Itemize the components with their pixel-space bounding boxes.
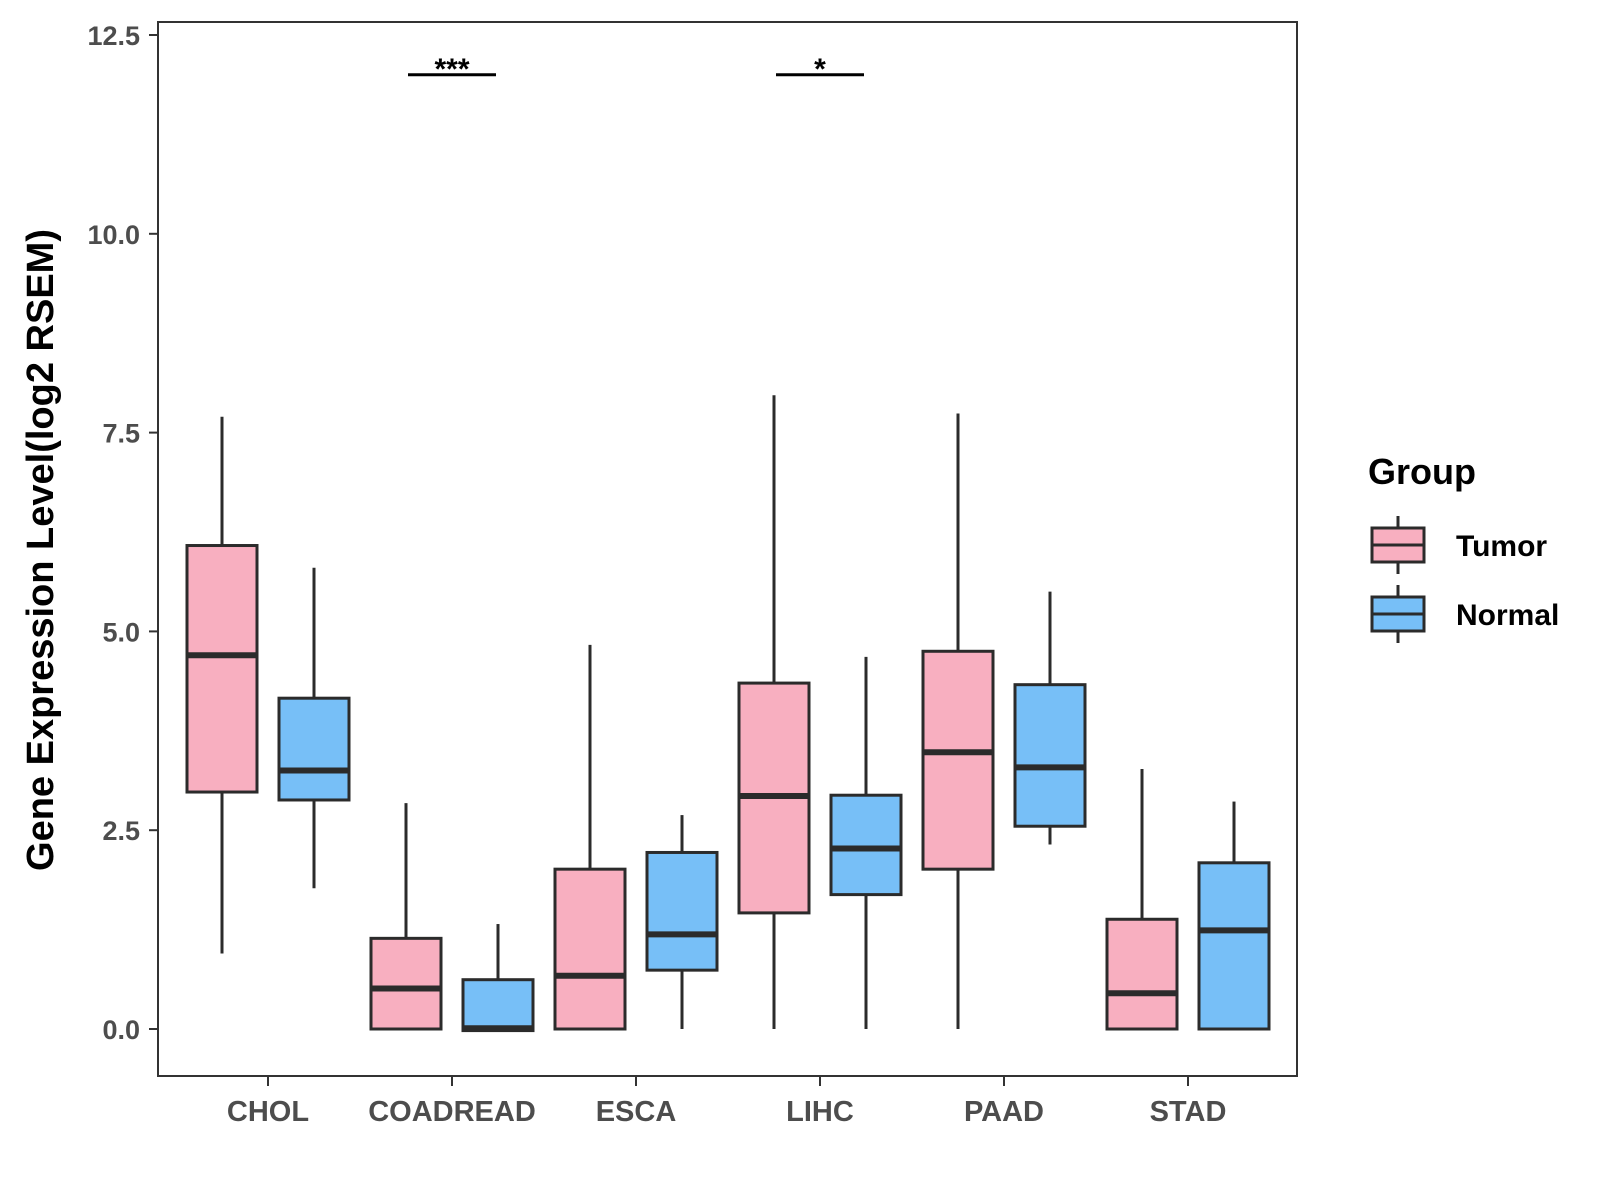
y-axis: 0.0 2.5 5.0 7.5 10.0 12.5	[87, 21, 158, 1045]
legend-title: Group	[1368, 451, 1476, 492]
box-body	[1105, 917, 1179, 1031]
box-body	[645, 850, 719, 972]
box-tumor-coadread	[369, 803, 443, 1031]
x-tick-label: STAD	[1150, 1096, 1227, 1128]
box-body	[921, 649, 995, 871]
x-tick-label: CHOL	[227, 1096, 309, 1128]
x-tick-label: ESCA	[596, 1096, 677, 1128]
legend-label-normal: Normal	[1456, 599, 1559, 632]
box-tumor-chol	[185, 416, 259, 954]
legend-key-normal	[1370, 585, 1426, 643]
box-body	[1013, 683, 1087, 828]
box-normal-coadread	[461, 924, 535, 1033]
x-tick-label: LIHC	[786, 1096, 854, 1128]
y-tick-label: 5.0	[102, 617, 140, 647]
x-axis: CHOL COADREAD ESCA LIHC PAAD STAD	[227, 1076, 1226, 1128]
legend-label-tumor: Tumor	[1456, 530, 1547, 563]
y-tick-label: 10.0	[87, 220, 140, 250]
box-body	[185, 544, 259, 794]
box-body	[553, 867, 627, 1031]
box-normal-stad	[1197, 801, 1271, 1031]
box-tumor-stad	[1105, 768, 1179, 1031]
box-normal-chol	[277, 567, 351, 889]
x-tick-label: PAAD	[964, 1096, 1044, 1128]
significance-label: ***	[434, 53, 469, 86]
box-body	[369, 936, 443, 1031]
box-body	[829, 793, 903, 897]
y-tick-label: 0.0	[102, 1015, 140, 1045]
y-tick-label: 7.5	[102, 419, 140, 449]
box-normal-paad	[1013, 591, 1087, 845]
box-body	[461, 978, 535, 1033]
box-body	[1197, 861, 1271, 1031]
x-tick-label: COADREAD	[368, 1096, 536, 1128]
y-tick-label: 12.5	[87, 21, 140, 51]
box-tumor-lihc	[737, 395, 811, 1029]
box-normal-lihc	[829, 656, 903, 1029]
y-tick-label: 2.5	[102, 816, 140, 846]
boxes-layer	[185, 395, 1271, 1033]
box-body	[277, 696, 351, 802]
box-normal-esca	[645, 815, 719, 1029]
box-tumor-paad	[921, 413, 995, 1029]
significance-label: *	[814, 53, 826, 86]
box-tumor-esca	[553, 644, 627, 1031]
plot-panel-border	[157, 21, 1298, 1077]
annotation-layer: *** *	[408, 53, 864, 86]
y-axis-title: Gene Expression Level(log2 RSEM)	[20, 229, 62, 871]
legend: Group Tumor Normal	[1368, 451, 1559, 643]
legend-key-tumor	[1370, 516, 1426, 574]
